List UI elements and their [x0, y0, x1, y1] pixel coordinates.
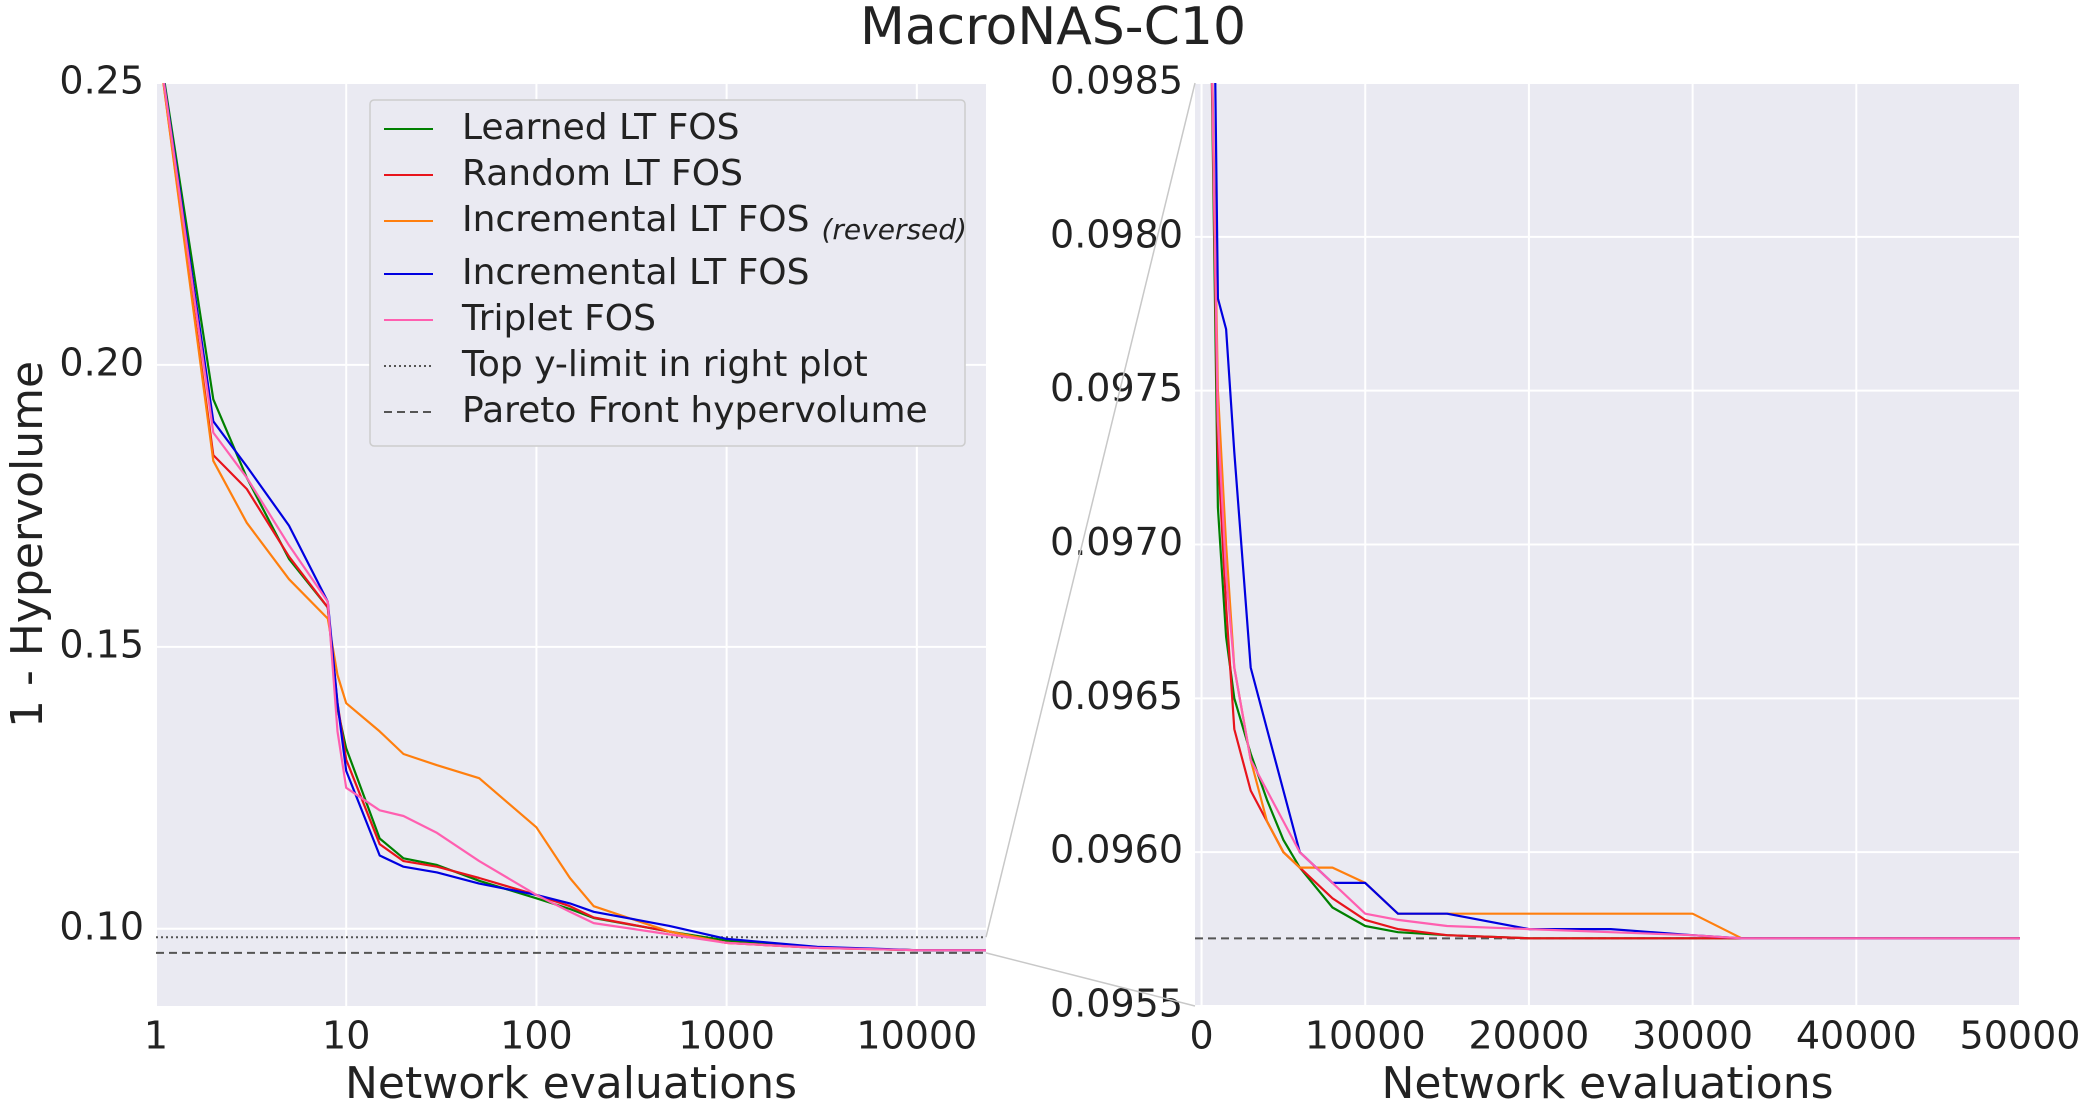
figure-title: MacroNAS-C10 [860, 0, 1246, 57]
y-tick-label: 0.20 [59, 340, 144, 384]
series-line [1211, 83, 2020, 940]
series-line [162, 83, 986, 952]
x-tick-label: 50000 [1960, 1014, 2081, 1058]
legend-label: Incremental LT FOS [462, 199, 809, 240]
legend-label: Random LT FOS [462, 153, 743, 194]
x-tick-label: 10 [322, 1014, 370, 1058]
y-axis-label: 1 - Hypervolume [2, 361, 53, 728]
y-tick-label: 0.0960 [1050, 828, 1183, 872]
y-tick-label: 0.10 [59, 904, 144, 948]
x-tick-label: 40000 [1796, 1014, 1917, 1058]
series-line [1211, 83, 2020, 940]
legend-label: Learned LT FOS [462, 107, 740, 148]
zoom-connector [985, 952, 1196, 1007]
y-tick-label: 0.0970 [1050, 520, 1183, 564]
zoom-connector [985, 82, 1196, 938]
y-tick-label: 0.15 [59, 622, 144, 666]
series-line [1211, 83, 2020, 940]
plot-area [156, 83, 986, 954]
legend-box [369, 99, 966, 447]
x-tick-label: 30000 [1632, 1014, 1753, 1058]
x-tick-label: 0 [1189, 1014, 1213, 1058]
series-line [163, 83, 986, 952]
x-tick-label: 1 [144, 1014, 168, 1058]
y-tick-label: 0.0985 [1050, 59, 1183, 103]
x-tick-label: 10000 [1305, 1014, 1426, 1058]
y-tick-label: 0.0955 [1050, 982, 1183, 1026]
y-tick-label: 0.25 [59, 59, 144, 103]
y-tick-label: 0.0965 [1050, 674, 1183, 718]
legend-label: Pareto Front hypervolume [462, 390, 928, 431]
legend-label-sub: (reversed) [821, 213, 966, 246]
x-tick-label: 1000 [678, 1014, 775, 1058]
x-tick-label: 20000 [1468, 1014, 1589, 1058]
x-tick-label: 10000 [856, 1014, 977, 1058]
y-tick-label: 0.0980 [1050, 212, 1183, 256]
x-tick-label: 100 [500, 1014, 573, 1058]
x-axis-label: Network evaluations [1381, 1058, 1833, 1109]
plot-area [1195, 83, 2020, 940]
series-line [163, 83, 986, 952]
legend-label: Top y-limit in right plot [461, 344, 868, 385]
x-axis-label: Network evaluations [345, 1058, 797, 1109]
legend-label: Incremental LT FOS [462, 252, 809, 293]
legend-label: Triplet FOS [461, 298, 656, 339]
